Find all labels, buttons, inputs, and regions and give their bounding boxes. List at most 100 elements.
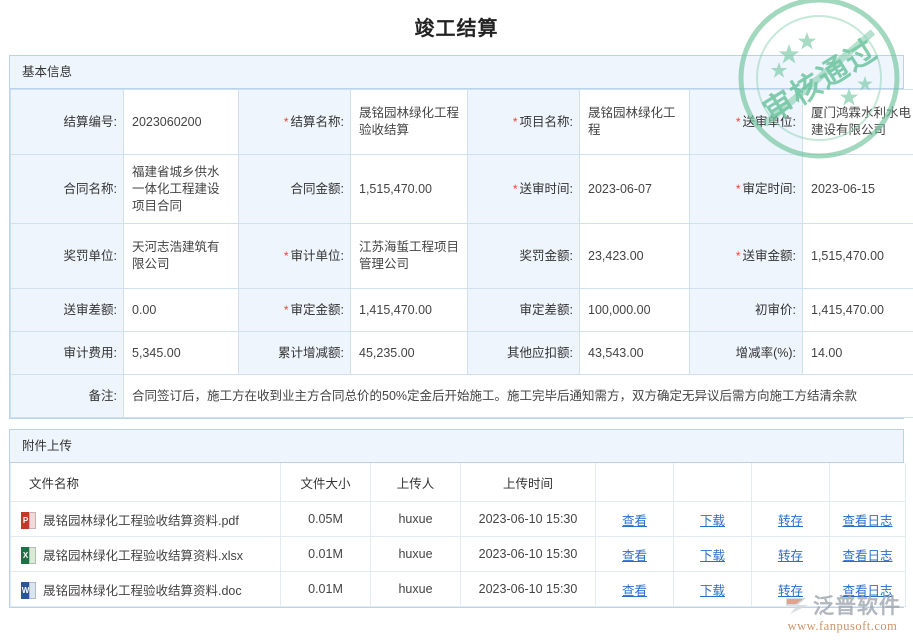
field-label: * 项目名称: <box>467 89 580 155</box>
file-action-cell: 查看日志 <box>829 501 906 537</box>
view-link[interactable]: 查看 <box>621 548 647 563</box>
file-name-text: 晟铭园林绿化工程验收结算资料.doc <box>43 583 242 598</box>
field-label: 合同金额: <box>238 154 351 224</box>
view-log-link[interactable]: 查看日志 <box>842 548 893 563</box>
field-value[interactable]: 14.00 <box>802 331 913 375</box>
file-action-cell: 查看 <box>595 571 674 607</box>
file-action-cell: 查看 <box>595 501 674 537</box>
field-value[interactable]: 2023-06-15 <box>802 154 913 224</box>
field-label: *结算编号: <box>10 89 124 155</box>
field-label: 增减率(%): <box>689 331 803 375</box>
transfer-save-link[interactable]: 转存 <box>777 513 803 528</box>
field-value[interactable]: 23,423.00 <box>579 223 690 289</box>
basic-info-panel: 基本信息 *结算编号: 2023060200 *结算名称: 晟铭园林绿化工程验收… <box>9 55 913 419</box>
required-marker: * <box>735 114 741 129</box>
field-value[interactable]: 0.00 <box>123 288 239 332</box>
file-action-cell: 下载 <box>673 536 752 572</box>
column-header-filename: 文件名称 <box>10 463 281 502</box>
field-label: 奖罚单位: <box>10 223 124 289</box>
field-value[interactable]: 1,515,470.00 <box>350 154 468 224</box>
attachments-header-row: 文件名称 文件大小 上传人 上传时间 <box>10 463 906 502</box>
required-marker: * <box>735 248 741 263</box>
field-value[interactable]: 2023060200 <box>123 89 239 155</box>
attachments-panel: 附件上传 文件名称 文件大小 上传人 上传时间 P 晟铭园 <box>9 429 906 608</box>
field-value[interactable]: 江苏海蜇工程项目管理公司 <box>350 223 468 289</box>
brand-url: www.fanpusoft.com <box>787 619 898 633</box>
info-row: *结算编号: 2023060200 *结算名称: 晟铭园林绿化工程验收结算 *项… <box>10 89 913 155</box>
field-label: 送审差额: <box>10 288 124 332</box>
field-value[interactable]: 1,415,470.00 <box>802 288 913 332</box>
info-row: 审计费用: 5,345.00 累计增减额: 45,235.00 其他应扣额: 4… <box>10 331 913 375</box>
field-label: * 审定时间: <box>689 154 803 224</box>
field-label: 审计费用: <box>10 331 124 375</box>
field-label: * 送审金额: <box>689 223 803 289</box>
field-value[interactable]: 100,000.00 <box>579 288 690 332</box>
field-value[interactable]: 2023-06-07 <box>579 154 690 224</box>
file-uploader-cell: huxue <box>370 536 461 572</box>
required-marker: * <box>283 248 289 263</box>
field-value[interactable]: 43,543.00 <box>579 331 690 375</box>
file-uploader-cell: huxue <box>370 571 461 607</box>
field-value[interactable]: 45,235.00 <box>350 331 468 375</box>
file-size-cell: 0.01M <box>280 536 371 572</box>
field-value[interactable]: 1,515,470.00 <box>802 223 913 289</box>
field-value[interactable]: 厦门鸿霖水利水电建设有限公司 <box>802 89 913 155</box>
field-label: * 审计单位: <box>238 223 351 289</box>
column-header-uploader: 上传人 <box>370 463 461 502</box>
excel-file-icon: X <box>21 546 36 564</box>
field-label: * 送审时间: <box>467 154 580 224</box>
file-name-cell[interactable]: X 晟铭园林绿化工程验收结算资料.xlsx <box>10 536 281 572</box>
file-time-cell: 2023-06-10 15:30 <box>460 571 596 607</box>
file-size-cell: 0.01M <box>280 571 371 607</box>
field-value[interactable]: 福建省城乡供水一体化工程建设项目合同 <box>123 154 239 224</box>
column-header-uploadtime: 上传时间 <box>460 463 596 502</box>
info-row: 合同名称: 福建省城乡供水一体化工程建设项目合同 合同金额: 1,515,470… <box>10 154 913 224</box>
info-row: 奖罚单位: 天河志浩建筑有限公司 * 审计单位: 江苏海蜇工程项目管理公司 奖罚金… <box>10 223 913 289</box>
table-row: P 晟铭园林绿化工程验收结算资料.pdf 0.05M huxue 2023-06-… <box>10 501 906 537</box>
required-marker: * <box>283 114 289 129</box>
file-name-cell[interactable]: W 晟铭园林绿化工程验收结算资料.doc <box>10 571 281 607</box>
basic-info-header: 基本信息 <box>10 56 903 89</box>
column-header-action-1 <box>595 463 674 502</box>
pdf-file-icon: P <box>21 511 36 529</box>
view-link[interactable]: 查看 <box>621 513 647 528</box>
column-header-filesize: 文件大小 <box>280 463 371 502</box>
note-value[interactable]: 合同签订后，施工方在收到业主方合同总价的50%定金后开始施工。施工完毕后通知需方… <box>123 374 913 418</box>
attachments-table: 文件名称 文件大小 上传人 上传时间 P 晟铭园林绿化工程验收结算资料.pdf 0… <box>10 463 906 607</box>
field-label: 初审价: <box>689 288 803 332</box>
required-marker: * <box>283 302 289 317</box>
file-action-cell: 下载 <box>673 501 752 537</box>
info-row: 送审差额: 0.00 * 审定金额: 1,415,470.00 审定差额: 100… <box>10 288 913 332</box>
download-link[interactable]: 下载 <box>699 513 725 528</box>
transfer-save-link[interactable]: 转存 <box>777 548 803 563</box>
field-value[interactable]: 晟铭园林绿化工程 <box>579 89 690 155</box>
view-log-link[interactable]: 查看日志 <box>842 513 893 528</box>
download-link[interactable]: 下载 <box>699 548 725 563</box>
note-label: 备注: <box>10 374 124 418</box>
file-action-cell: 转存 <box>751 536 830 572</box>
field-label: 累计增减额: <box>238 331 351 375</box>
field-value[interactable]: 晟铭园林绿化工程验收结算 <box>350 89 468 155</box>
column-header-action-4 <box>829 463 906 502</box>
view-log-link[interactable]: 查看日志 <box>842 583 893 598</box>
column-header-action-2 <box>673 463 752 502</box>
field-value[interactable]: 1,415,470.00 <box>350 288 468 332</box>
file-action-cell: 查看日志 <box>829 536 906 572</box>
file-name-text: 晟铭园林绿化工程验收结算资料.pdf <box>43 513 239 528</box>
field-value[interactable]: 5,345.00 <box>123 331 239 375</box>
field-label: 合同名称: <box>10 154 124 224</box>
required-marker: * <box>735 181 741 196</box>
file-time-cell: 2023-06-10 15:30 <box>460 501 596 537</box>
download-link[interactable]: 下载 <box>699 583 725 598</box>
file-name-cell[interactable]: P 晟铭园林绿化工程验收结算资料.pdf <box>10 501 281 537</box>
file-action-cell: 查看日志 <box>829 571 906 607</box>
word-file-icon: W <box>21 581 36 599</box>
file-action-cell: 下载 <box>673 571 752 607</box>
field-label: 其他应扣额: <box>467 331 580 375</box>
page-title: 竣工结算 <box>414 18 499 40</box>
view-link[interactable]: 查看 <box>621 583 647 598</box>
required-marker: * <box>512 114 518 129</box>
transfer-save-link[interactable]: 转存 <box>777 583 803 598</box>
field-value[interactable]: 天河志浩建筑有限公司 <box>123 223 239 289</box>
file-uploader-cell: huxue <box>370 501 461 537</box>
